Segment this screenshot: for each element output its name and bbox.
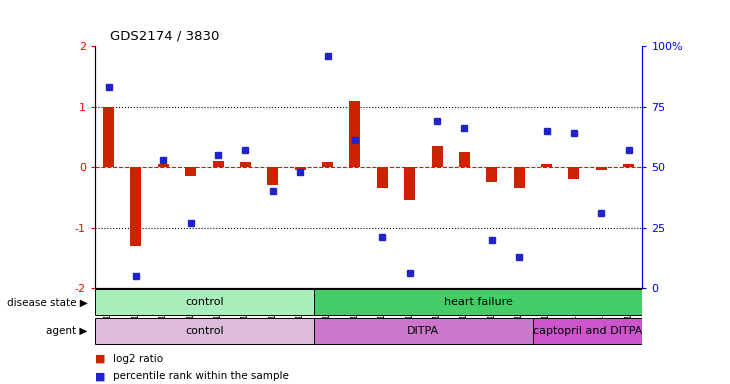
Bar	[514, 167, 525, 188]
Bar	[377, 167, 388, 188]
Bar	[533, 318, 642, 344]
Text: disease state ▶: disease state ▶	[7, 297, 88, 308]
Bar	[240, 162, 251, 167]
Text: control: control	[185, 326, 223, 336]
Text: control: control	[185, 297, 223, 308]
Bar	[212, 161, 223, 167]
Bar	[295, 167, 306, 170]
Bar	[103, 107, 114, 167]
Bar	[486, 167, 497, 182]
Bar	[322, 162, 333, 167]
Text: captopril and DITPA: captopril and DITPA	[533, 326, 642, 336]
Bar	[314, 318, 533, 344]
Text: heart failure: heart failure	[444, 297, 512, 308]
Bar	[541, 164, 552, 167]
Bar	[623, 164, 634, 167]
Text: log2 ratio: log2 ratio	[113, 354, 164, 364]
Bar	[431, 146, 442, 167]
Bar	[131, 167, 142, 246]
Text: ■: ■	[95, 371, 105, 381]
Bar	[314, 290, 642, 315]
Bar	[95, 318, 314, 344]
Bar	[267, 167, 278, 185]
Bar	[350, 101, 361, 167]
Text: DITPA: DITPA	[407, 326, 439, 336]
Bar	[569, 167, 580, 179]
Text: percentile rank within the sample: percentile rank within the sample	[113, 371, 289, 381]
Bar	[459, 152, 470, 167]
Bar	[185, 167, 196, 176]
Text: agent ▶: agent ▶	[46, 326, 88, 336]
Text: ■: ■	[95, 354, 105, 364]
Bar	[404, 167, 415, 200]
Bar	[158, 164, 169, 167]
Bar	[95, 290, 314, 315]
Text: GDS2174 / 3830: GDS2174 / 3830	[110, 29, 219, 42]
Bar	[596, 167, 607, 170]
